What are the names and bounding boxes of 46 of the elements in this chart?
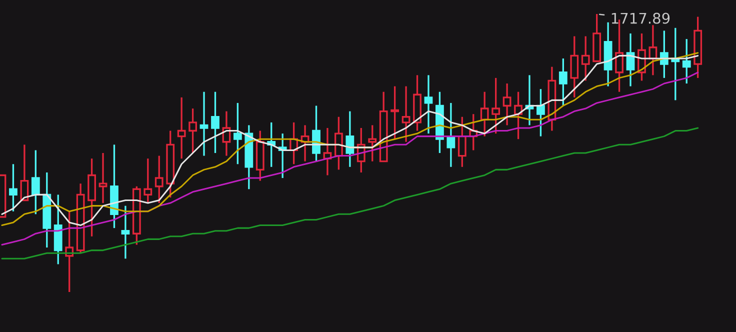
candlestick	[570, 35, 579, 98]
candlestick	[256, 130, 264, 182]
candlestick	[514, 91, 522, 140]
candlestick	[54, 194, 62, 266]
candlestick	[402, 85, 410, 143]
candlestick	[121, 204, 130, 260]
candlestick	[648, 24, 658, 76]
candlestick	[694, 16, 702, 79]
annotation: 1717.89	[612, 12, 670, 24]
candlestick	[604, 22, 612, 88]
candlestick	[469, 113, 478, 152]
candlestick	[222, 110, 231, 157]
candlestick	[177, 96, 186, 160]
candlestick	[502, 82, 512, 126]
candlestick	[424, 74, 433, 134]
candlestick	[334, 116, 343, 171]
candlestick	[548, 66, 556, 132]
candlestick	[88, 158, 96, 238]
candlestick	[581, 35, 590, 82]
candlestick	[211, 91, 220, 154]
candlestick	[65, 210, 74, 293]
candlestick	[458, 116, 466, 168]
candlestick	[31, 149, 40, 215]
candlestick	[9, 163, 18, 212]
candlestick	[200, 91, 208, 157]
candlestick	[188, 108, 197, 154]
candlestick	[110, 144, 118, 229]
candlestick	[42, 172, 52, 248]
candlestick	[558, 58, 568, 107]
candlestick	[480, 91, 489, 138]
candlestick	[682, 38, 691, 84]
candlestick	[166, 130, 175, 198]
candlestick	[536, 88, 545, 138]
candlestick	[290, 122, 298, 165]
candlestick	[446, 102, 456, 168]
candlestick	[390, 85, 400, 140]
candlestick	[346, 110, 354, 168]
candlestick	[98, 152, 108, 204]
candlestick	[356, 127, 366, 174]
candlestick	[323, 127, 332, 176]
candlestick	[233, 102, 242, 165]
candlestick	[300, 124, 310, 162]
candlestick	[626, 32, 635, 88]
candlestick	[368, 124, 377, 162]
candlestick	[492, 77, 500, 134]
candlestick	[154, 154, 164, 204]
